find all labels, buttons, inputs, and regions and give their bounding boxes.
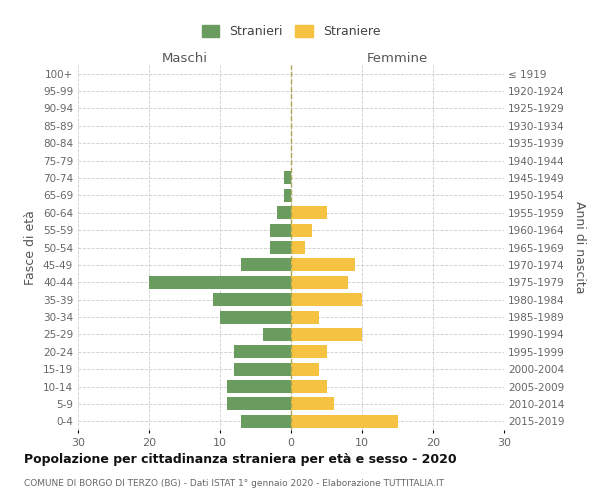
Legend: Stranieri, Straniere: Stranieri, Straniere xyxy=(197,20,385,44)
Bar xyxy=(270,241,291,254)
Bar xyxy=(227,380,291,393)
Text: COMUNE DI BORGO DI TERZO (BG) - Dati ISTAT 1° gennaio 2020 - Elaborazione TUTTIT: COMUNE DI BORGO DI TERZO (BG) - Dati IST… xyxy=(24,479,444,488)
Bar xyxy=(277,206,291,220)
Y-axis label: Fasce di età: Fasce di età xyxy=(25,210,37,285)
Bar xyxy=(291,328,362,341)
Y-axis label: Anni di nascita: Anni di nascita xyxy=(573,201,586,294)
Bar xyxy=(234,346,291,358)
Bar xyxy=(213,293,291,306)
Bar xyxy=(291,415,398,428)
Bar xyxy=(263,328,291,341)
Bar xyxy=(291,362,319,376)
Bar xyxy=(291,241,305,254)
Bar xyxy=(291,293,362,306)
Bar xyxy=(291,310,319,324)
Bar xyxy=(241,415,291,428)
Bar xyxy=(291,380,326,393)
Bar xyxy=(291,206,326,220)
Bar xyxy=(234,362,291,376)
Bar xyxy=(227,398,291,410)
Bar xyxy=(291,258,355,272)
Bar xyxy=(291,224,313,236)
Bar xyxy=(284,189,291,202)
Bar xyxy=(284,172,291,184)
Bar xyxy=(220,310,291,324)
Text: Femmine: Femmine xyxy=(367,52,428,65)
Bar xyxy=(291,276,348,289)
Text: Maschi: Maschi xyxy=(161,52,208,65)
Bar xyxy=(241,258,291,272)
Bar xyxy=(291,398,334,410)
Text: Popolazione per cittadinanza straniera per età e sesso - 2020: Popolazione per cittadinanza straniera p… xyxy=(24,452,457,466)
Bar xyxy=(270,224,291,236)
Bar xyxy=(291,346,326,358)
Bar xyxy=(149,276,291,289)
